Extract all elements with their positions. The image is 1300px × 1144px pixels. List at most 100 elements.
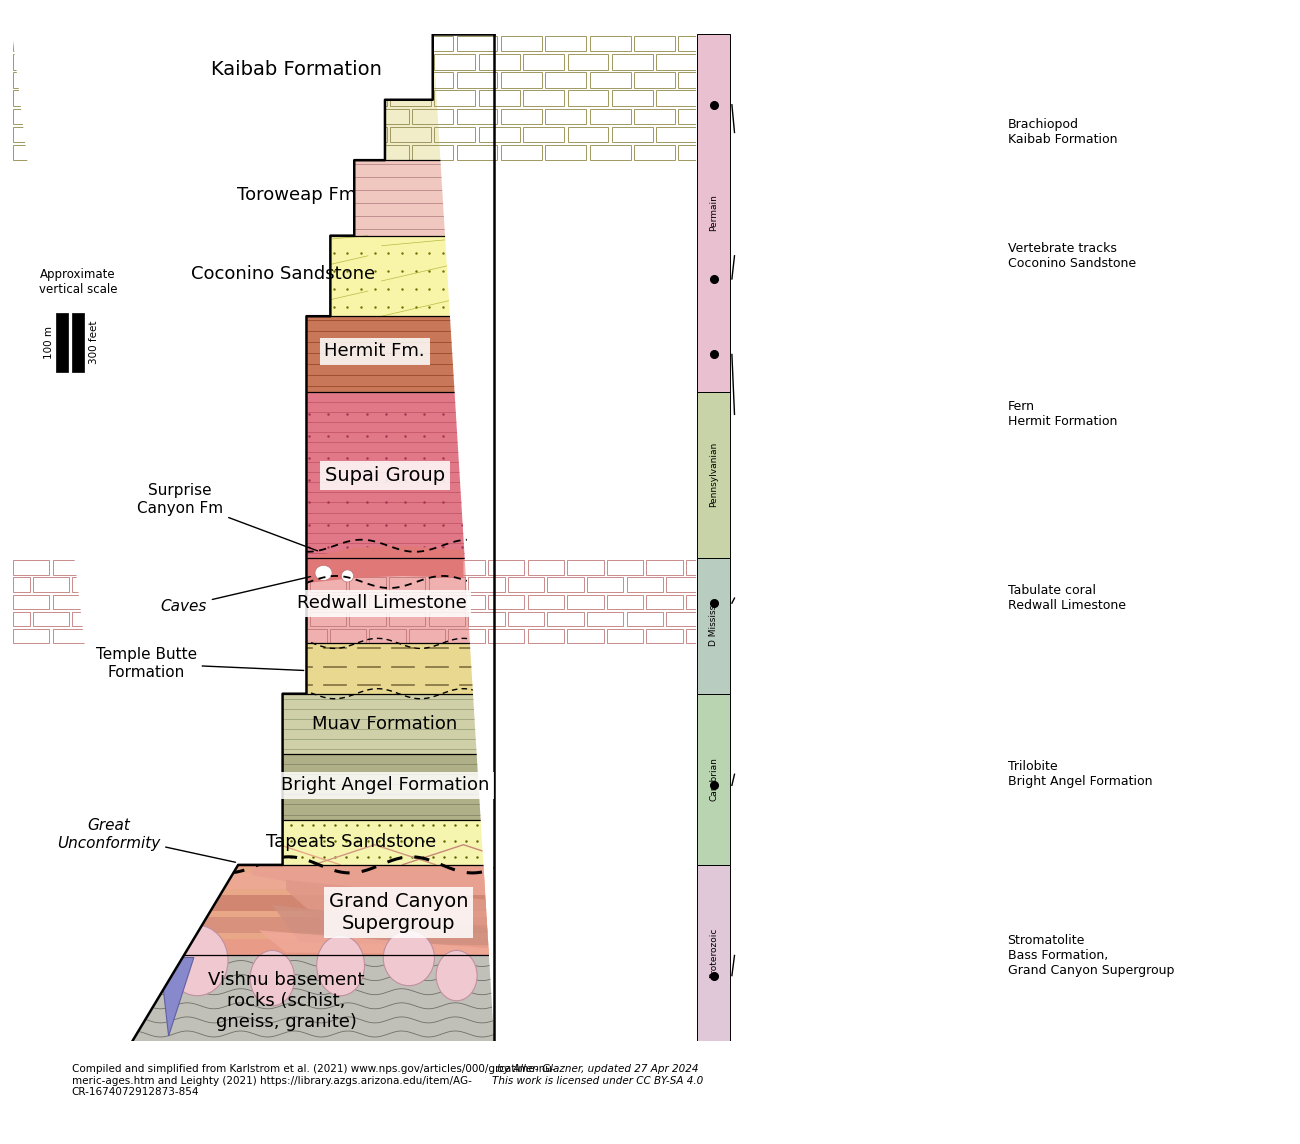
Bar	[172, 595, 208, 609]
Bar	[235, 145, 276, 160]
Bar	[369, 561, 406, 575]
Bar	[191, 109, 231, 124]
Bar	[646, 561, 682, 575]
Bar	[309, 578, 346, 593]
Bar	[627, 612, 663, 626]
Bar	[280, 109, 320, 124]
Bar	[590, 72, 630, 88]
Bar	[172, 629, 208, 643]
Bar	[191, 145, 231, 160]
Bar	[124, 90, 165, 105]
Bar	[131, 595, 168, 609]
Bar	[448, 629, 485, 643]
Bar	[57, 109, 99, 124]
Bar	[92, 561, 129, 575]
Bar	[369, 629, 406, 643]
Bar	[13, 109, 53, 124]
Bar	[368, 72, 408, 88]
Bar	[686, 595, 696, 609]
Bar	[251, 629, 287, 643]
Bar	[290, 595, 326, 609]
Bar	[302, 90, 342, 105]
Bar	[456, 109, 498, 124]
Bar	[13, 865, 696, 867]
Bar	[79, 90, 121, 105]
Bar	[302, 54, 342, 70]
Bar	[280, 145, 320, 160]
Bar	[73, 578, 109, 593]
Bar	[368, 35, 408, 51]
Bar	[13, 865, 696, 955]
Bar	[330, 629, 367, 643]
Bar	[131, 561, 168, 575]
Text: Permain: Permain	[710, 194, 718, 231]
Bar	[146, 109, 187, 124]
Ellipse shape	[166, 925, 228, 995]
Ellipse shape	[315, 565, 332, 580]
Text: Grand Canyon
Supergroup: Grand Canyon Supergroup	[329, 891, 468, 932]
Bar	[368, 145, 408, 160]
Bar	[92, 595, 129, 609]
Bar	[389, 612, 425, 626]
Bar	[697, 865, 731, 1041]
Bar	[324, 35, 364, 51]
Bar	[627, 578, 663, 593]
Ellipse shape	[384, 930, 434, 986]
Bar	[124, 54, 165, 70]
Bar	[697, 558, 731, 693]
Text: Kaibab Formation: Kaibab Formation	[211, 59, 382, 79]
Bar	[280, 72, 320, 88]
Bar	[568, 54, 608, 70]
Bar	[230, 612, 266, 626]
Bar	[568, 127, 608, 142]
Bar	[13, 643, 696, 693]
Bar	[567, 595, 603, 609]
Text: Caves: Caves	[160, 577, 311, 613]
Bar	[697, 34, 731, 391]
Bar	[92, 629, 129, 643]
Bar	[191, 72, 231, 88]
Bar	[13, 917, 696, 934]
Bar	[13, 391, 696, 558]
Bar	[634, 35, 675, 51]
Ellipse shape	[250, 951, 295, 1006]
Text: Pennsylvanian: Pennsylvanian	[710, 442, 718, 508]
Text: Cambrian: Cambrian	[710, 757, 718, 801]
Bar	[546, 72, 586, 88]
Bar	[389, 578, 425, 593]
Bar	[290, 561, 326, 575]
Bar	[13, 35, 53, 51]
Bar	[101, 35, 143, 51]
Bar	[590, 109, 630, 124]
Bar	[500, 35, 542, 51]
Text: Stromatolite
Bass Formation,
Grand Canyon Supergroup: Stromatolite Bass Formation, Grand Canyo…	[1008, 934, 1174, 977]
Bar	[57, 35, 99, 51]
Bar	[251, 561, 287, 575]
Bar	[35, 54, 75, 70]
Bar	[546, 145, 586, 160]
Text: Great
Unconformity: Great Unconformity	[57, 818, 235, 863]
Text: Surprise
Canyon Fm: Surprise Canyon Fm	[138, 483, 317, 550]
Bar	[412, 35, 454, 51]
Text: Compiled and simplified from Karlstrom et al. (2021) www.nps.gov/articles/000/gr: Compiled and simplified from Karlstrom e…	[72, 1064, 555, 1097]
Bar	[324, 145, 364, 160]
Bar	[152, 578, 188, 593]
Bar	[434, 54, 476, 70]
Text: Fern
Hermit Formation: Fern Hermit Formation	[1008, 400, 1117, 428]
Bar	[434, 127, 476, 142]
Bar	[408, 595, 446, 609]
Bar	[235, 35, 276, 51]
Bar	[508, 612, 545, 626]
Bar	[72, 313, 84, 372]
Bar	[346, 54, 386, 70]
Bar	[101, 109, 143, 124]
Bar	[368, 109, 408, 124]
Bar	[112, 612, 148, 626]
Bar	[13, 54, 31, 70]
Bar	[191, 35, 231, 51]
Bar	[412, 109, 454, 124]
Bar	[607, 595, 644, 609]
Bar	[235, 72, 276, 88]
Ellipse shape	[101, 920, 156, 986]
Text: Approximate
vertical scale: Approximate vertical scale	[39, 268, 117, 296]
